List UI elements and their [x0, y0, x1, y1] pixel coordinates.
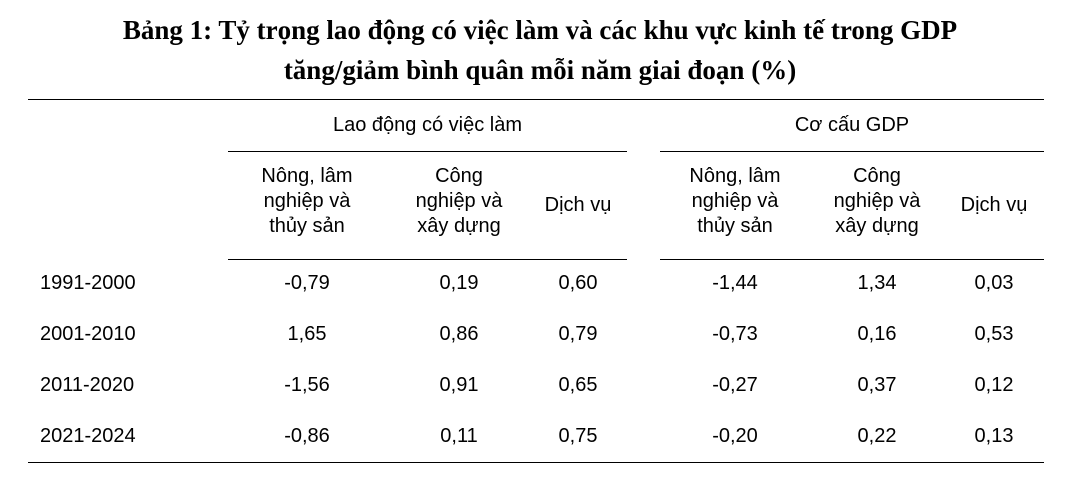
- subheader-employment-industry: Công nghiệp và xây dựng: [384, 164, 534, 239]
- row-period-label: 1991-2000: [40, 272, 136, 294]
- subheader-line: Nông, lâm: [261, 165, 353, 187]
- table-top-rule: [28, 99, 1044, 100]
- subheader-line: xây dựng: [417, 215, 501, 237]
- table-cell: 0,19: [439, 272, 479, 294]
- table-cell: 0,79: [558, 323, 598, 345]
- subheader-line: xây dựng: [835, 215, 919, 237]
- subheader-gdp-services: Dịch vụ: [946, 193, 1042, 218]
- table-cell: 0,12: [974, 374, 1014, 396]
- subheader-line: Công: [853, 165, 901, 187]
- table-cell: 0,13: [974, 425, 1014, 447]
- group-1-underline: [228, 151, 627, 152]
- table-cell: 1,65: [287, 323, 327, 345]
- table-cell: -0,20: [712, 425, 758, 447]
- table-cell: -1,56: [284, 374, 330, 396]
- subheader-gdp-agriculture: Nông, lâm nghiệp và thủy sản: [660, 164, 810, 239]
- row-period-label: 2001-2010: [40, 323, 136, 345]
- table-cell: 0,60: [558, 272, 598, 294]
- subheader-line: Dịch vụ: [544, 194, 612, 216]
- subheader-line: nghiệp và: [415, 190, 503, 212]
- table-cell: 0,22: [857, 425, 897, 447]
- group-2-header-bottom-rule: [660, 259, 1044, 260]
- subheader-line: Công: [435, 165, 483, 187]
- table-cell: 0,03: [974, 272, 1014, 294]
- table-cell: 0,65: [558, 374, 598, 396]
- subheader-line: Dịch vụ: [960, 194, 1028, 216]
- group-header-gdp-structure: Cơ cấu GDP: [794, 114, 910, 136]
- table-cell: 1,34: [857, 272, 897, 294]
- subheader-line: nghiệp và: [263, 190, 351, 212]
- table-title-line-2: tăng/giảm bình quân mỗi năm giai đoạn (%…: [283, 55, 797, 85]
- row-period-label: 2021-2024: [40, 425, 136, 447]
- subheader-line: thủy sản: [697, 215, 773, 237]
- table-cell: 0,16: [857, 323, 897, 345]
- subheader-gdp-industry: Công nghiệp và xây dựng: [802, 164, 952, 239]
- subheader-line: Nông, lâm: [689, 165, 781, 187]
- table-cell: -0,27: [712, 374, 758, 396]
- row-period-label: 2011-2020: [40, 374, 135, 396]
- table-cell: 0,75: [558, 425, 598, 447]
- subheader-line: thủy sản: [269, 215, 345, 237]
- subheader-employment-services: Dịch vụ: [530, 193, 626, 218]
- group-2-underline: [660, 151, 1044, 152]
- table-cell: 0,53: [974, 323, 1014, 345]
- subheader-line: nghiệp và: [691, 190, 779, 212]
- table-title-line-1: Bảng 1: Tỷ trọng lao động có việc làm và…: [122, 15, 958, 45]
- table-cell: -0,73: [712, 323, 758, 345]
- group-header-employment: Lao động có việc làm: [332, 114, 522, 136]
- table-cell: 0,37: [857, 374, 897, 396]
- table-cell: -0,79: [284, 272, 330, 294]
- table-cell: 0,91: [439, 374, 479, 396]
- table-cell: -0,86: [284, 425, 330, 447]
- table-cell: 0,11: [440, 425, 478, 447]
- subheader-line: nghiệp và: [833, 190, 921, 212]
- table-cell: 0,86: [439, 323, 479, 345]
- group-1-header-bottom-rule: [228, 259, 627, 260]
- table-bottom-rule: [28, 462, 1044, 463]
- table-cell: -1,44: [712, 272, 758, 294]
- subheader-employment-agriculture: Nông, lâm nghiệp và thủy sản: [232, 164, 382, 239]
